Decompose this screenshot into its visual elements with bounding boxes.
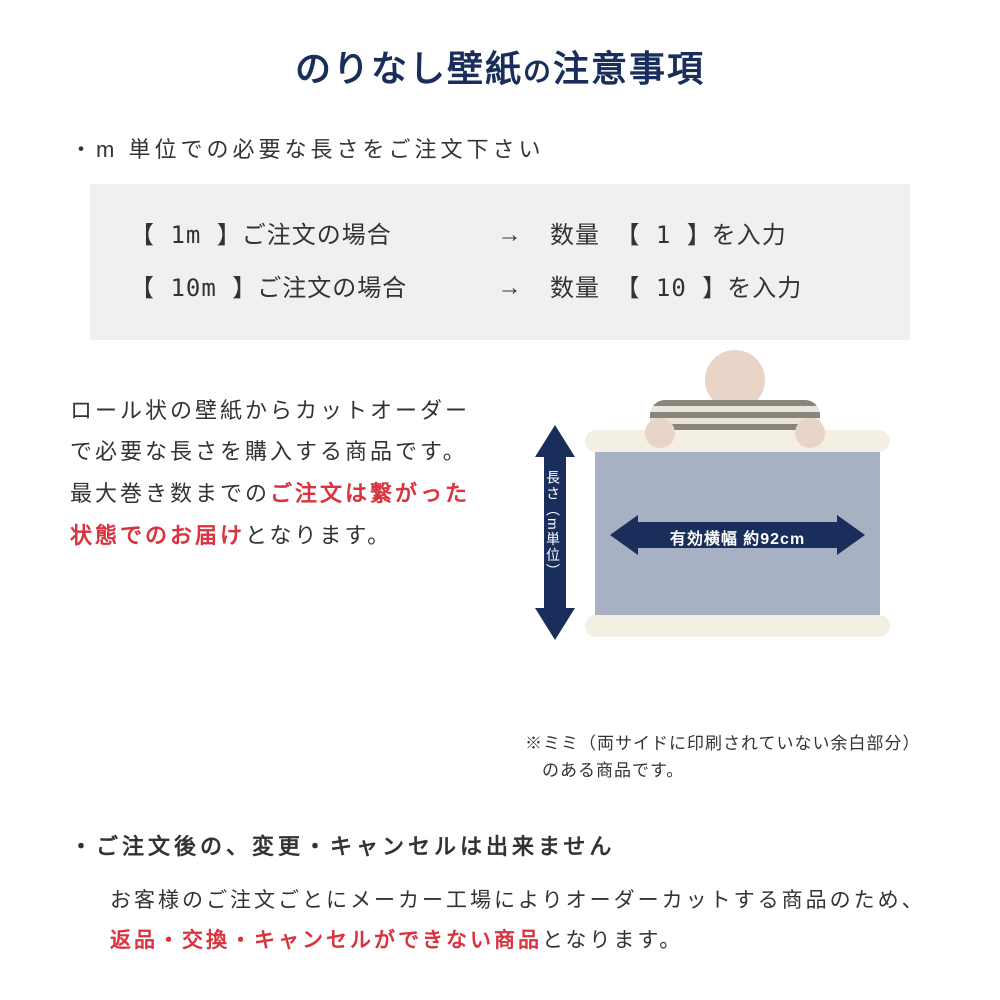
description-text: ロール状の壁紙からカットオーダーで必要な長さを購入する商品です。最大巻き数までの… [70, 390, 490, 690]
title-connector: の [523, 56, 553, 87]
hand-icon [795, 418, 825, 448]
roll-top-icon [585, 430, 890, 452]
arrow-icon: → [470, 209, 550, 262]
quantity-example-box: 【 1m 】ご注文の場合 → 数量 【 1 】を入力 【 10m 】ご注文の場合… [90, 184, 910, 340]
title-main: のりなし壁紙 [295, 48, 523, 89]
cancel-red: 返品・交換・キャンセルができない商品 [110, 929, 542, 952]
example-row-2: 【 10m 】ご注文の場合 → 数量 【 10 】を入力 [130, 262, 870, 315]
example-1-left: 【 1m 】ご注文の場合 [130, 209, 470, 262]
title-suffix: 注意事項 [553, 48, 705, 89]
cancel-part2: となります。 [542, 929, 683, 952]
wallpaper-diagram: 長さ︵m単位︶ 有効横幅 約92cm [510, 390, 930, 690]
example-2-right: 数量 【 10 】を入力 [550, 262, 802, 315]
roll-bottom-icon [585, 615, 890, 637]
mimi-note: ※ミミ（両サイドに印刷されていない余白部分）のある商品です。 [525, 730, 930, 784]
product-description-section: ロール状の壁紙からカットオーダーで必要な長さを購入する商品です。最大巻き数までの… [70, 390, 930, 690]
hand-icon [645, 418, 675, 448]
bullet-no-cancel: ・ご注文後の、変更・キャンセルは出来ません [70, 829, 930, 861]
cancel-part1: お客様のご注文ごとにメーカー工場によりオーダーカットする商品のため、 [110, 889, 926, 912]
width-label: 有効横幅 約92cm [610, 525, 865, 549]
example-row-1: 【 1m 】ご注文の場合 → 数量 【 1 】を入力 [130, 209, 870, 262]
example-1-right: 数量 【 1 】を入力 [550, 209, 787, 262]
length-label: 長さ︵m単位︶ [547, 470, 563, 580]
desc-part2: となります。 [245, 523, 392, 548]
page-title: のりなし壁紙の注意事項 [70, 40, 930, 92]
length-arrow-icon: 長さ︵m単位︶ [535, 425, 575, 640]
bullet-order-unit: ・m 単位での必要な長さをご注文下さい [70, 132, 930, 164]
arrow-icon: → [470, 262, 550, 315]
width-arrow-icon: 有効横幅 約92cm [610, 515, 865, 555]
example-2-left: 【 10m 】ご注文の場合 [130, 262, 470, 315]
cancel-description: お客様のご注文ごとにメーカー工場によりオーダーカットする商品のため、返品・交換・… [70, 881, 930, 961]
